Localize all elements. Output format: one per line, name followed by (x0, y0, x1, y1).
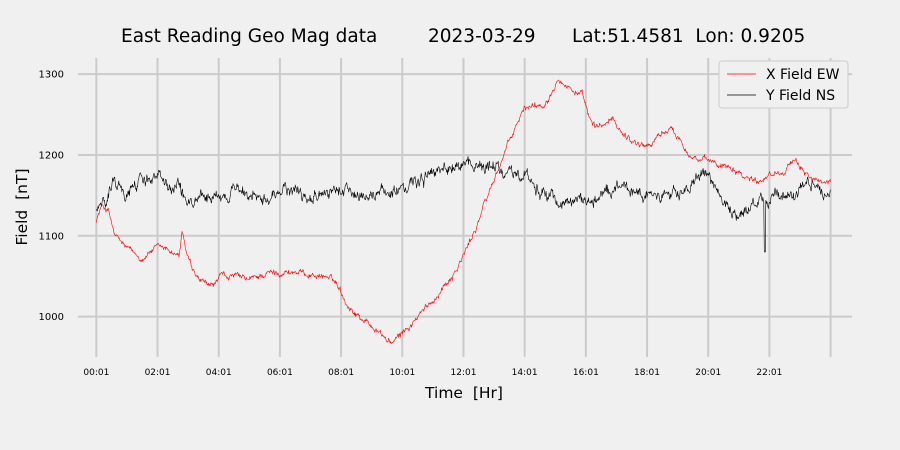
chart-title-location: Lat:51.4581 Lon: 0.9205 (572, 26, 805, 47)
x-tick-label: 18:01 (634, 368, 660, 378)
series-line-x-field (96, 79, 831, 344)
y-tick-label: 1300 (39, 70, 64, 81)
x-tick-labels: 00:01 02:01 04:01 06:01 08:01 10:01 12:01 14:01… (83, 368, 782, 378)
y-tick-label: 1100 (39, 231, 64, 242)
series-layer (96, 79, 831, 344)
chart-title-date: 2023-03-29 (428, 26, 536, 47)
legend-label-x-field: X Field EW (766, 67, 840, 83)
legend-label-y-field: Y Field NS (765, 88, 835, 104)
grid-lines (78, 58, 852, 357)
y-tick-label: 1000 (39, 312, 64, 323)
x-tick-label: 06:01 (267, 368, 293, 378)
series-line-y-field (96, 156, 831, 253)
x-tick-label: 08:01 (328, 368, 354, 378)
x-tick-label: 12:01 (451, 368, 477, 378)
x-axis-label: Time [Hr] (424, 384, 503, 402)
y-tick-labels: 1000 1100 1200 1300 (39, 70, 64, 323)
legend: X Field EW Y Field NS (718, 60, 849, 109)
x-tick-label: 10:01 (389, 368, 415, 378)
y-tick-label: 1200 (39, 150, 64, 161)
x-tick-label: 22:01 (756, 368, 782, 378)
chart-title-name: East Reading Geo Mag data (121, 26, 377, 47)
legend-box (718, 60, 849, 109)
x-tick-label: 02:01 (145, 368, 171, 378)
y-axis-label: Field [nT] (13, 168, 31, 245)
x-tick-label: 00:01 (83, 368, 109, 378)
x-tick-label: 04:01 (206, 368, 232, 378)
x-tick-label: 20:01 (695, 368, 721, 378)
x-tick-label: 14:01 (512, 368, 538, 378)
x-tick-label: 16:01 (573, 368, 599, 378)
